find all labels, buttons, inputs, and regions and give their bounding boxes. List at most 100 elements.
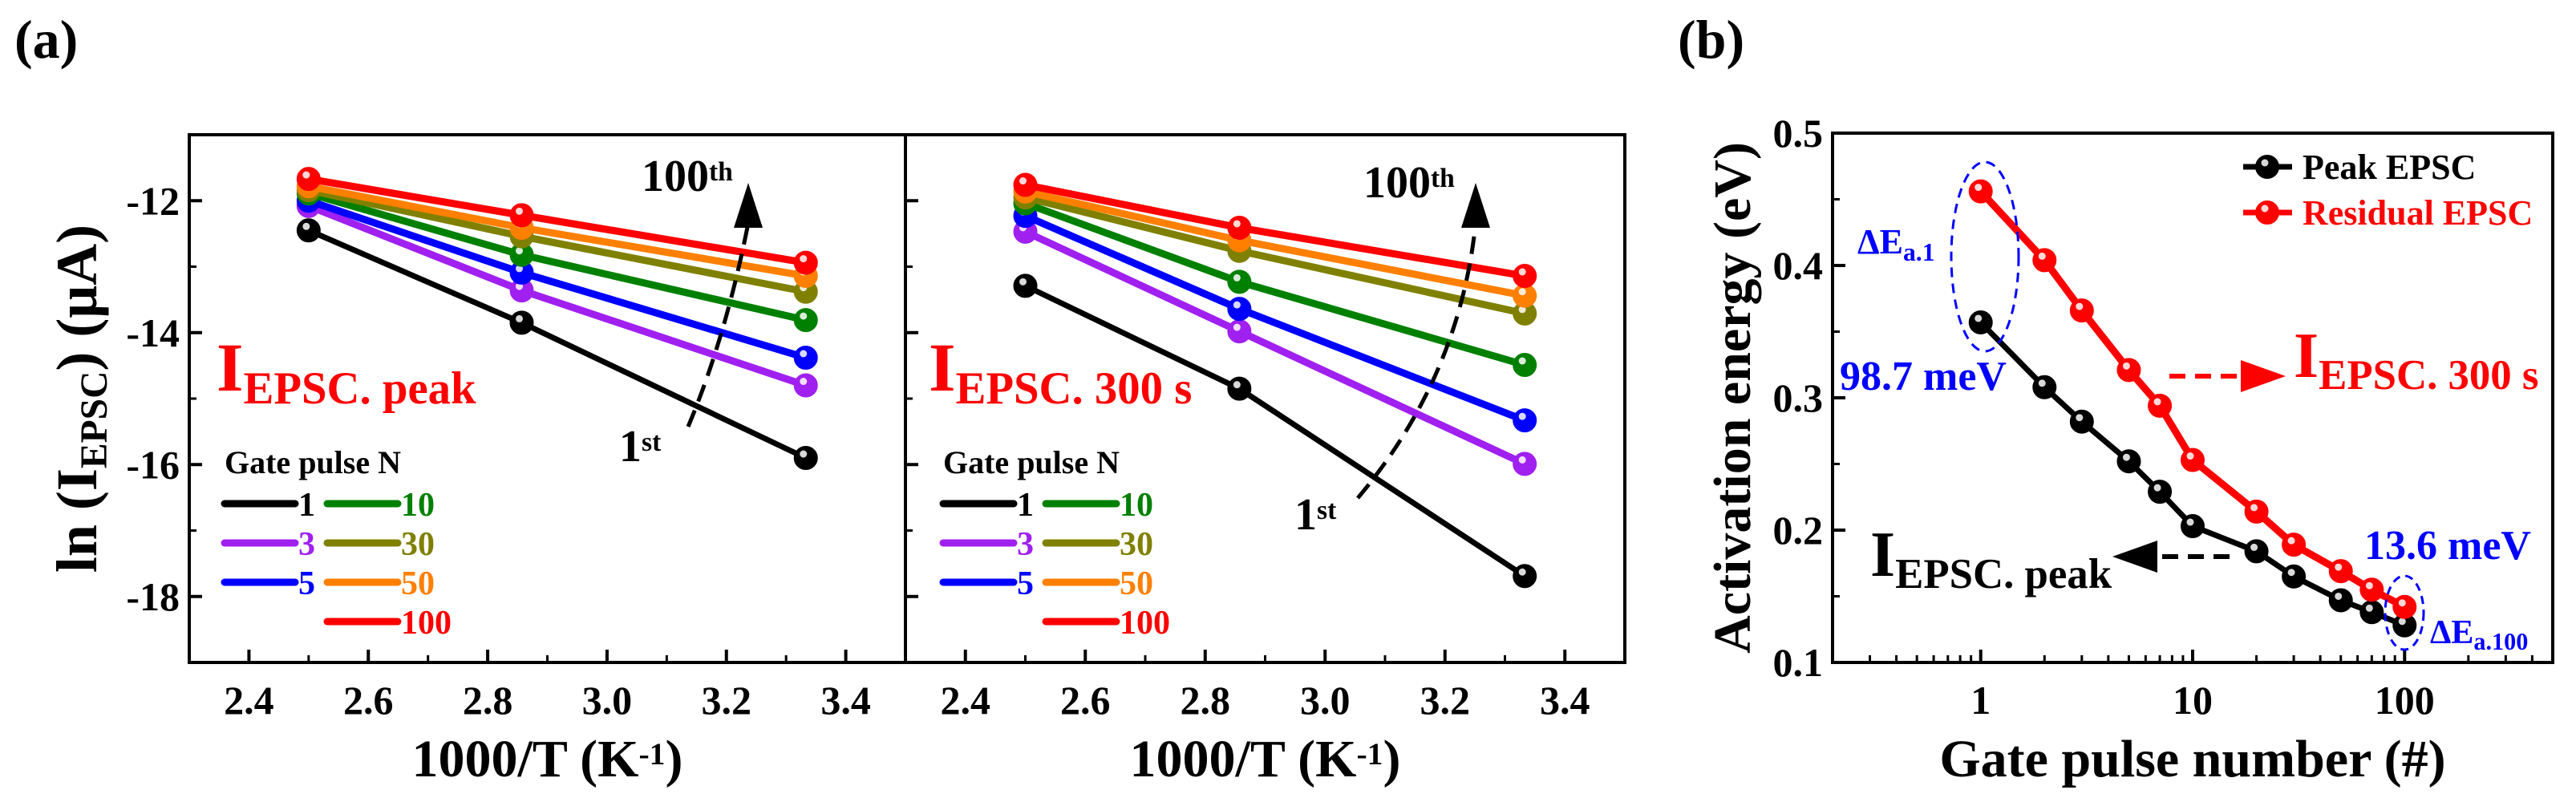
data-point-highlight [2076, 414, 2084, 422]
data-point-highlight [800, 350, 808, 358]
data-point-highlight [2186, 452, 2194, 460]
current-type-label-part: EPSC. peak [243, 363, 476, 414]
x-axis-label-part: 1000/T (K [412, 730, 639, 788]
data-point [793, 446, 818, 471]
data-point [1227, 297, 1252, 322]
data-point-highlight [1233, 273, 1241, 282]
data-point [1227, 215, 1252, 240]
data-point [1227, 376, 1252, 401]
peak-current-label-part: I [1870, 520, 1895, 590]
data-point [2032, 248, 2057, 273]
data-point-highlight [2122, 453, 2130, 461]
trend-arrow-head [1461, 183, 1490, 228]
data-point [1968, 310, 1993, 334]
arrow-label-1st: 1st [1294, 490, 1337, 540]
y-tick-label: 0.1 [1773, 640, 1824, 685]
arrow-label-100th: 100th [1363, 158, 1455, 208]
arrow-label-100th-part: th [709, 157, 733, 187]
data-point-highlight [302, 171, 310, 179]
delta-ea-100-label-part: a.100 [2473, 628, 2528, 655]
data-point-highlight [2076, 302, 2084, 310]
data-point-highlight [516, 207, 524, 215]
data-point [793, 373, 818, 398]
series-100 [1013, 172, 1537, 289]
delta-ea-100-value: 13.6 meV [2364, 523, 2531, 569]
series-peak-epsc [1968, 310, 2417, 638]
data-point-highlight [1233, 301, 1241, 309]
delta-ea-1-label-part: a.1 [1903, 238, 1935, 266]
y-tick-label: 0.2 [1773, 508, 1824, 553]
y-axis-label-part: ) (μA) [45, 225, 109, 371]
peak-arrow-head [2112, 541, 2157, 573]
series-line [307, 186, 807, 296]
x-tick-label: 3.2 [702, 678, 752, 723]
data-point [2282, 533, 2307, 557]
data-point-highlight [2038, 379, 2046, 387]
legend-marker [2255, 201, 2279, 225]
data-point-highlight [1518, 268, 1526, 276]
series-line [1024, 188, 1526, 300]
data-point-highlight [1233, 381, 1241, 389]
data-point-highlight [2365, 581, 2373, 589]
data-point-highlight [2398, 599, 2406, 607]
legend-label: Peak EPSC [2303, 148, 2476, 187]
legend-label: 5 [1017, 565, 1034, 602]
delta-ea-100-label-part: ΔE [2430, 614, 2473, 651]
series-line [1024, 193, 1526, 318]
legend-title: Gate pulse N [943, 444, 1120, 480]
legend-label: 30 [401, 526, 435, 563]
data-point-highlight [302, 222, 310, 230]
data-point-highlight [1019, 277, 1027, 286]
series-1 [1013, 273, 1537, 589]
trend-arrow-head [734, 183, 763, 228]
x-axis-label-part: -1 [1357, 736, 1383, 772]
series-5 [1013, 204, 1537, 433]
data-point [1227, 319, 1252, 344]
legend-label: 30 [1120, 526, 1153, 563]
series-line [308, 175, 807, 267]
delta-ea-1-value: 98.7 meV [1840, 354, 2007, 399]
legend-label: 100 [1120, 605, 1170, 642]
data-point [1513, 264, 1537, 289]
x-axis-label: 1000/T (K-1) [412, 730, 683, 788]
y-tick-label: -14 [126, 310, 180, 355]
data-point [793, 346, 818, 371]
data-point-highlight [2365, 604, 2373, 612]
arrow-label-100th-part: 100 [642, 152, 709, 201]
y-tick-label: -16 [126, 442, 180, 487]
plot-b: 1 10 100 0.1 0.2 0.3 0.4 0.5 Gate pulse number (… [1703, 111, 2554, 788]
delta-ea-1-label-part: ΔE [1857, 222, 1903, 261]
arrow-label-1st-part: 1 [1294, 490, 1317, 540]
peak-current-label-part: EPSC. peak [1895, 551, 2112, 597]
data-point [1513, 353, 1537, 378]
data-point [1513, 452, 1537, 476]
data-point [2244, 539, 2269, 564]
legend-marker-highlight [2261, 205, 2269, 213]
y-tick-label: 0.4 [1773, 243, 1824, 288]
data-point-highlight [1518, 357, 1526, 365]
x-tick-label: 2.4 [224, 678, 274, 723]
y-axis-label-part: EPSC [74, 371, 115, 468]
data-point [1227, 269, 1252, 294]
data-point-highlight [2153, 398, 2161, 406]
data-point [2359, 577, 2384, 602]
data-point [1013, 273, 1038, 298]
data-point [2359, 600, 2384, 625]
x-axis-label-part: 1000/T (K [1130, 730, 1357, 788]
data-point [509, 310, 534, 335]
arrow-label-100th: 100th [642, 152, 733, 201]
x-tick-label: 1 [1970, 678, 1991, 723]
legend-label: 3 [298, 526, 315, 563]
arrow-label-100th-part: th [1431, 164, 1455, 193]
y-tick-label: 0.3 [1773, 375, 1824, 420]
data-point [2328, 588, 2353, 613]
data-point [2069, 409, 2094, 434]
data-point-highlight [1518, 568, 1526, 576]
legend-label: 100 [401, 605, 452, 642]
x-tick-label: 3.4 [1540, 678, 1590, 723]
y-axis-label-part: ln (I [45, 468, 109, 573]
data-point [2244, 499, 2269, 524]
delta-ea-100-label: ΔEa.100 [2430, 614, 2528, 655]
